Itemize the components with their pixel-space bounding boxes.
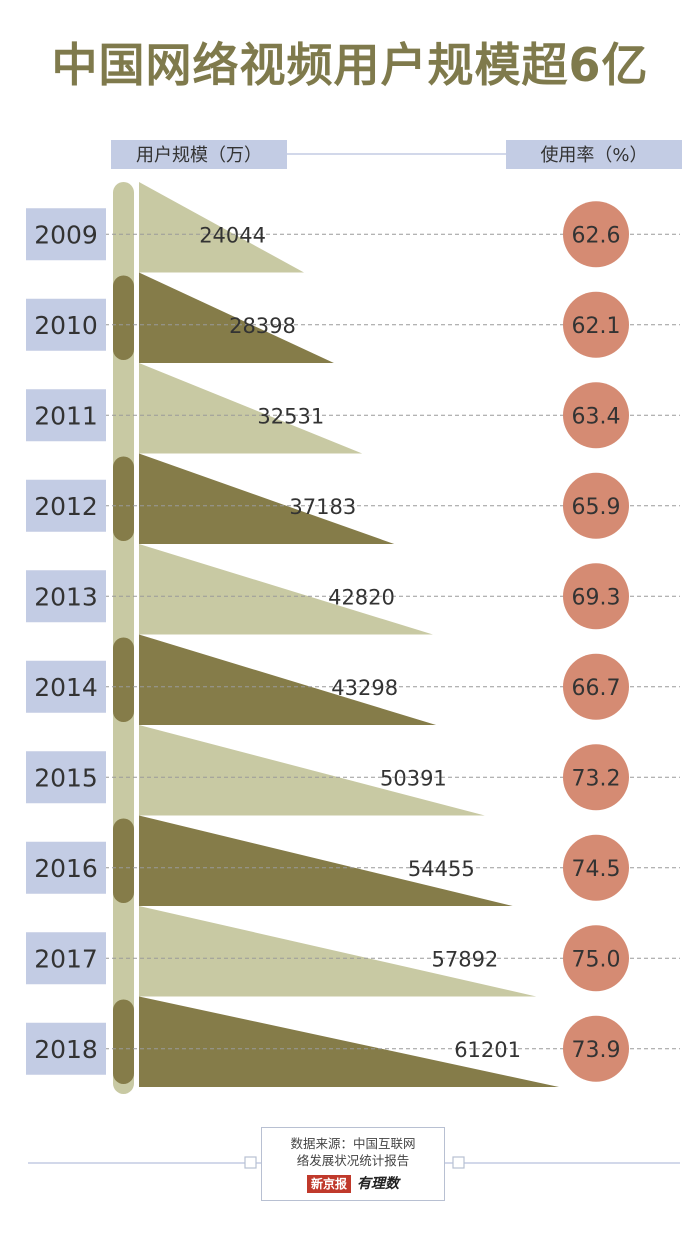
source-box: 数据来源：中国互联网 络发展状况统计报告 新京报 有理数 [261, 1127, 445, 1201]
timeline-segment-2012 [113, 456, 134, 541]
user-value-label-2015: 50391 [380, 766, 447, 790]
year-label-2010: 2010 [34, 311, 98, 340]
year-box-2009 [26, 208, 106, 261]
user-scale-triangle-2018 [139, 996, 559, 1087]
year-box-2010 [26, 298, 106, 351]
rate-value-label-2011: 63.4 [572, 404, 621, 429]
user-scale-triangle-2013 [139, 544, 433, 635]
user-value-label-2016: 54455 [408, 857, 475, 881]
year-box-2014 [26, 660, 106, 713]
footer-marker-right [452, 1156, 465, 1169]
year-label-2018: 2018 [34, 1035, 98, 1064]
year-label-2009: 2009 [34, 220, 98, 249]
rate-value-label-2013: 69.3 [572, 585, 621, 610]
footer-marker-left [244, 1156, 257, 1169]
rate-value-label-2014: 66.7 [572, 676, 621, 701]
user-value-label-2018: 61201 [454, 1038, 521, 1062]
brand-sub-logo: 有理数 [357, 1175, 399, 1192]
year-box-2013 [26, 570, 106, 623]
rate-circle-2010 [563, 291, 629, 358]
timeline-segment-2018 [113, 999, 134, 1084]
user-value-label-2011: 32531 [257, 404, 324, 428]
brand-row: 新京报 有理数 [262, 1175, 444, 1194]
rate-value-label-2016: 74.5 [572, 857, 621, 882]
year-box-2011 [26, 389, 106, 442]
rate-value-label-2009: 62.6 [572, 223, 621, 248]
user-scale-triangle-2017 [139, 906, 537, 997]
rate-circle-2011 [563, 382, 629, 449]
user-value-label-2010: 28398 [229, 314, 296, 338]
rate-circle-2016 [563, 834, 629, 901]
left-header-label: 用户规模（万） [136, 145, 262, 166]
user-value-label-2013: 42820 [328, 585, 395, 609]
year-label-2016: 2016 [34, 854, 98, 883]
user-scale-triangle-2010 [139, 272, 334, 363]
right-header-label: 使用率（%） [540, 145, 647, 166]
rate-value-label-2015: 73.2 [572, 766, 621, 791]
rate-circle-2012 [563, 472, 629, 539]
source-line-1: 数据来源：中国互联网 [290, 1136, 416, 1151]
user-scale-triangle-2009 [139, 182, 304, 273]
year-label-2017: 2017 [34, 944, 98, 973]
right-header-box [506, 140, 682, 169]
rate-circle-2014 [563, 653, 629, 720]
year-box-2017 [26, 932, 106, 985]
rate-circle-2013 [563, 563, 629, 630]
rate-circle-2017 [563, 925, 629, 992]
timeline-segment-2016 [113, 818, 134, 903]
year-box-2018 [26, 1022, 106, 1075]
user-value-label-2009: 24044 [199, 223, 266, 247]
year-box-2012 [26, 479, 106, 532]
left-header-box [111, 140, 287, 169]
user-scale-triangle-2014 [139, 634, 437, 725]
user-value-label-2012: 37183 [289, 495, 356, 519]
rate-circle-2009 [563, 201, 629, 268]
user-value-label-2017: 57892 [431, 947, 498, 971]
rate-value-label-2010: 62.1 [572, 314, 621, 339]
user-value-label-2014: 43298 [331, 676, 398, 700]
year-box-2015 [26, 751, 106, 804]
rate-value-label-2012: 65.9 [572, 495, 621, 520]
user-scale-triangle-2016 [139, 815, 513, 906]
source-line-2: 络发展状况统计报告 [296, 1152, 410, 1168]
user-scale-triangle-2011 [139, 363, 363, 454]
year-label-2011: 2011 [34, 401, 98, 430]
year-label-2014: 2014 [34, 673, 98, 702]
year-label-2013: 2013 [34, 582, 98, 611]
year-label-2015: 2015 [34, 763, 98, 792]
timeline-segment-2014 [113, 637, 134, 722]
year-box-2016 [26, 841, 106, 894]
page-title: 中国网络视频用户规模超6亿 [51, 38, 649, 92]
rate-circle-2015 [563, 744, 629, 811]
rate-circle-2018 [563, 1015, 629, 1082]
user-scale-triangle-2015 [139, 725, 485, 816]
year-label-2012: 2012 [34, 492, 98, 521]
rate-value-label-2018: 73.9 [572, 1038, 621, 1063]
brand-logo: 新京报 [306, 1175, 351, 1194]
rate-value-label-2017: 75.0 [572, 947, 621, 972]
timeline-segment-2010 [113, 275, 134, 360]
user-scale-triangle-2012 [139, 453, 395, 544]
